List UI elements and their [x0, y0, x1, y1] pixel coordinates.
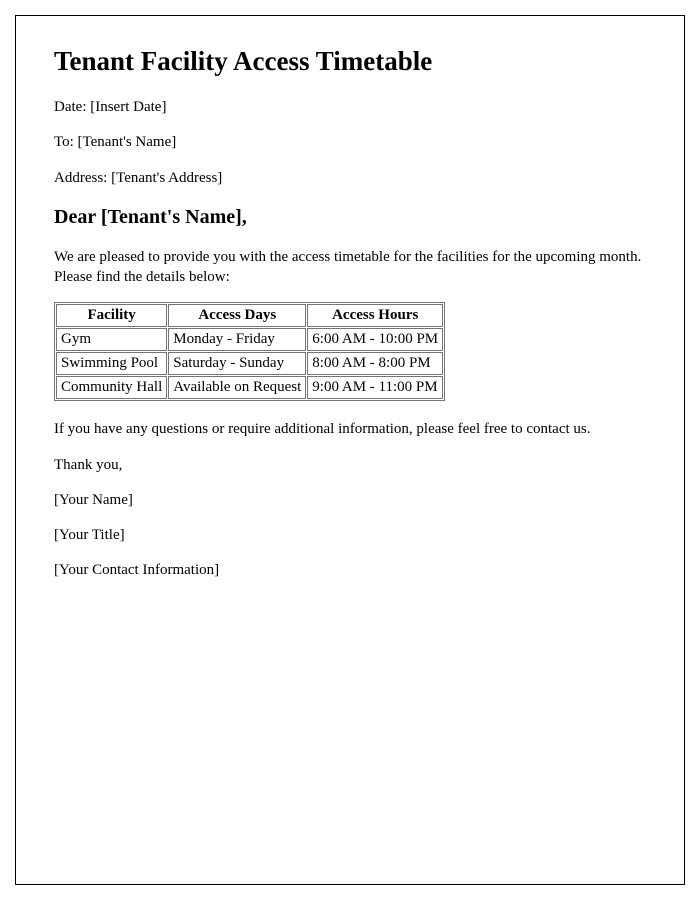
- closing-paragraph: If you have any questions or require add…: [54, 419, 646, 439]
- table-cell: Swimming Pool: [56, 352, 167, 375]
- table-header: Access Hours: [307, 304, 443, 327]
- signature-contact: [Your Contact Information]: [54, 560, 646, 580]
- address-line: Address: [Tenant's Address]: [54, 168, 646, 188]
- table-header-row: Facility Access Days Access Hours: [56, 304, 443, 327]
- thank-you: Thank you,: [54, 455, 646, 475]
- table-header: Facility: [56, 304, 167, 327]
- page-title: Tenant Facility Access Timetable: [54, 46, 646, 77]
- table-cell: Saturday - Sunday: [168, 352, 306, 375]
- table-header: Access Days: [168, 304, 306, 327]
- facility-table: Facility Access Days Access Hours Gym Mo…: [54, 302, 445, 401]
- table-cell: 8:00 AM - 8:00 PM: [307, 352, 443, 375]
- table-cell: Monday - Friday: [168, 328, 306, 351]
- salutation: Dear [Tenant's Name],: [54, 206, 646, 229]
- intro-paragraph: We are pleased to provide you with the a…: [54, 247, 646, 288]
- table-row: Gym Monday - Friday 6:00 AM - 10:00 PM: [56, 328, 443, 351]
- table-cell: 6:00 AM - 10:00 PM: [307, 328, 443, 351]
- document-page: Tenant Facility Access Timetable Date: […: [15, 15, 685, 885]
- date-line: Date: [Insert Date]: [54, 97, 646, 117]
- table-cell: 9:00 AM - 11:00 PM: [307, 376, 443, 399]
- table-cell: Gym: [56, 328, 167, 351]
- to-line: To: [Tenant's Name]: [54, 132, 646, 152]
- signature-name: [Your Name]: [54, 490, 646, 510]
- table-row: Swimming Pool Saturday - Sunday 8:00 AM …: [56, 352, 443, 375]
- table-cell: Available on Request: [168, 376, 306, 399]
- table-row: Community Hall Available on Request 9:00…: [56, 376, 443, 399]
- signature-title: [Your Title]: [54, 525, 646, 545]
- table-cell: Community Hall: [56, 376, 167, 399]
